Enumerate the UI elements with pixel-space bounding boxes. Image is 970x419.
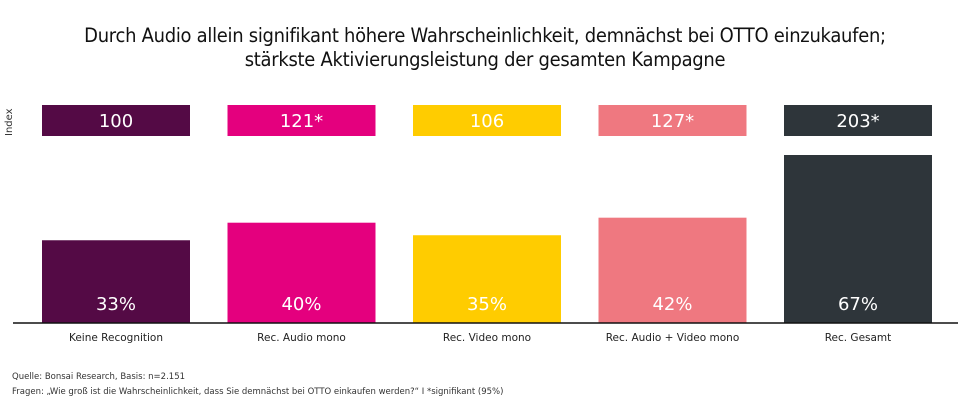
index-box [227,105,376,136]
bar-value-label: 42% [652,294,692,315]
category-label: Rec. Gesamt [825,332,892,344]
index-box [413,105,561,136]
index-box [598,105,747,136]
category-label: Rec. Video mono [443,332,531,344]
bar-value-label: 35% [467,294,507,315]
bar [227,222,376,323]
index-label: 106 [470,111,504,132]
chart-title-line-2: stärkste Aktivierungsleistung der gesamt… [244,48,726,71]
category-label: Rec. Audio + Video mono [606,332,740,344]
index-label: 100 [99,111,133,132]
bar [42,240,190,323]
bar [784,155,932,323]
index-label: 127* [651,111,694,132]
category-label: Keine Recognition [69,332,163,344]
index-box [42,105,190,136]
bar [598,217,747,323]
bar [413,235,561,323]
footer-source: Quelle: Bonsai Research, Basis: n=2.151 [12,372,186,382]
index-label: 121* [280,111,323,132]
chart-title-line-1: Durch Audio allein signifikant höhere Wa… [84,24,886,47]
chart-title: Durch Audio allein signifikant höhere Wa… [39,24,931,72]
bar-value-label: 40% [281,294,321,315]
index-label: 203* [836,111,879,132]
index-box [784,105,932,136]
bar-value-label: 67% [838,294,878,315]
footer-question: Fragen: „Wie groß ist die Wahrscheinlich… [12,387,504,397]
bar-value-label: 33% [96,294,136,315]
category-label: Rec. Audio mono [257,332,346,344]
